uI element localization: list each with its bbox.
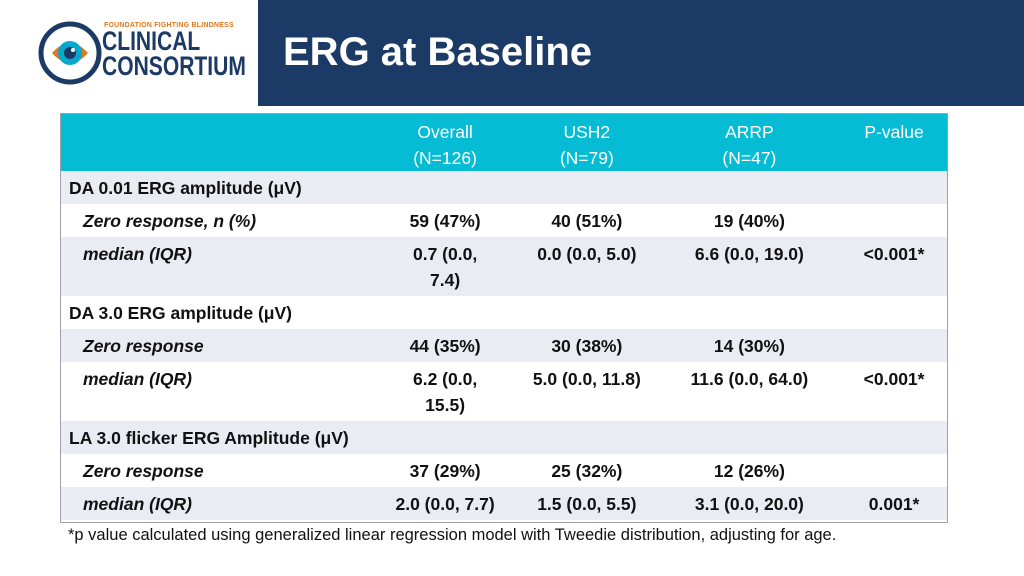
cell-pvalue: <0.001* — [841, 362, 947, 421]
table-row: median (IQR) 0.7 (0.0, 7.4) 0.0 (0.0, 5.… — [61, 237, 947, 296]
cell-overall: 0.7 (0.0, 7.4) — [374, 237, 516, 296]
cell-overall: 59 (47%) — [374, 204, 516, 237]
cell-ush2: 1.5 (0.0, 5.5) — [516, 487, 658, 520]
table-row: Zero response 37 (29%) 25 (32%) 12 (26%) — [61, 454, 947, 487]
row-label: median (IQR) — [61, 362, 375, 421]
slide-title: ERG at Baseline — [283, 30, 593, 74]
logo-line-1: CLINICAL — [102, 26, 201, 56]
logo-wordmark: FOUNDATION FIGHTING BLINDNESS CLINICAL C… — [102, 22, 287, 81]
cell-arrp: 19 (40%) — [657, 204, 842, 237]
table-row: median (IQR) 6.2 (0.0, 15.5) 5.0 (0.0, 1… — [61, 362, 947, 421]
cell-pvalue: 0.001* — [841, 487, 947, 520]
row-label: median (IQR) — [61, 237, 375, 296]
cell-arrp: 14 (30%) — [657, 329, 842, 362]
row-label: Zero response — [61, 329, 375, 362]
table-row: median (IQR) 2.0 (0.0, 7.7) 1.5 (0.0, 5.… — [61, 487, 947, 520]
header-bar: FOUNDATION FIGHTING BLINDNESS CLINICAL C… — [0, 0, 1024, 106]
cell-arrp: 11.6 (0.0, 64.0) — [657, 362, 842, 421]
eye-logo-icon — [38, 21, 102, 85]
row-label: Zero response, n (%) — [61, 204, 375, 237]
cell-overall: 2.0 (0.0, 7.7) — [374, 487, 516, 520]
header-cell-overall: Overall (N=126) — [413, 122, 477, 168]
section-label: DA 0.01 ERG amplitude (μV) — [61, 171, 947, 204]
table-section-row: DA 3.0 ERG amplitude (μV) — [61, 296, 947, 329]
cell-overall: 37 (29%) — [374, 454, 516, 487]
header-cell-pvalue: P-value — [864, 122, 924, 142]
header-cell-arrp: ARRP (N=47) — [722, 122, 777, 168]
header-cell-blank — [61, 114, 374, 171]
cell-ush2: 0.0 (0.0, 5.0) — [516, 237, 658, 296]
cell-pvalue — [841, 204, 947, 237]
row-label: median (IQR) — [61, 487, 375, 520]
cell-ush2: 25 (32%) — [516, 454, 658, 487]
logo-line-2: CONSORTIUM — [102, 51, 246, 81]
section-label: LA 3.0 flicker ERG Amplitude (μV) — [61, 421, 947, 454]
table-row: Zero response, n (%) 59 (47%) 40 (51%) 1… — [61, 204, 947, 237]
logo-panel: FOUNDATION FIGHTING BLINDNESS CLINICAL C… — [0, 0, 258, 106]
cell-pvalue: <0.001* — [841, 237, 947, 296]
cell-ush2: 5.0 (0.0, 11.8) — [516, 362, 658, 421]
cell-overall: 44 (35%) — [374, 329, 516, 362]
cell-ush2: 30 (38%) — [516, 329, 658, 362]
table-section-row: DA 0.01 ERG amplitude (μV) — [61, 171, 947, 204]
cell-arrp: 12 (26%) — [657, 454, 842, 487]
cell-pvalue — [841, 329, 947, 362]
logo-tagline: FOUNDATION FIGHTING BLINDNESS — [104, 22, 234, 29]
footnote: *p value calculated using generalized li… — [68, 526, 837, 544]
section-label: DA 3.0 ERG amplitude (μV) — [61, 296, 947, 329]
table-section-row: LA 3.0 flicker ERG Amplitude (μV) — [61, 421, 947, 454]
table-header-row: Overall (N=126) USH2 (N=79) ARRP (N=47) P-v… — [61, 114, 947, 171]
header-cell-ush2: USH2 (N=79) — [559, 122, 614, 168]
cell-pvalue — [841, 454, 947, 487]
cell-ush2: 40 (51%) — [516, 204, 658, 237]
cell-arrp: 6.6 (0.0, 19.0) — [657, 237, 842, 296]
row-label: Zero response — [61, 454, 375, 487]
erg-table: Overall (N=126) USH2 (N=79) ARRP (N=47) P-v… — [60, 113, 948, 523]
cell-arrp: 3.1 (0.0, 20.0) — [657, 487, 842, 520]
cell-overall: 6.2 (0.0, 15.5) — [374, 362, 516, 421]
table-row: Zero response 44 (35%) 30 (38%) 14 (30%) — [61, 329, 947, 362]
